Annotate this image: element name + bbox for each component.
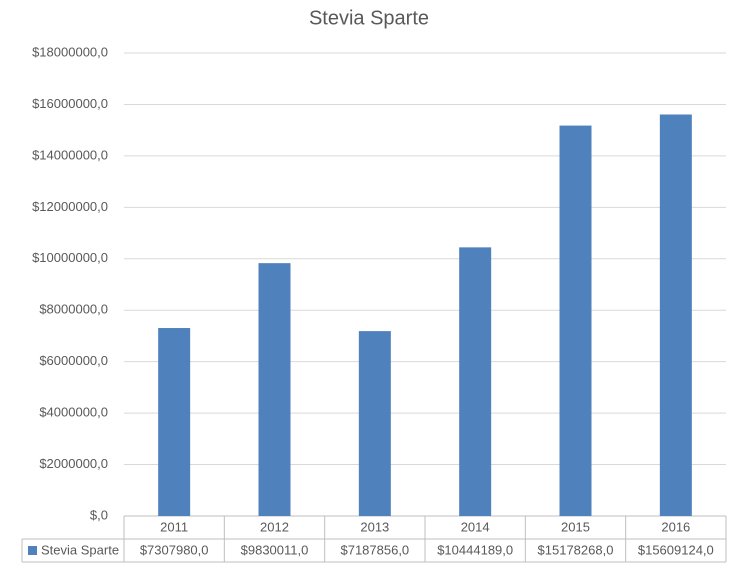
y-tick-label: $14000000,0 <box>32 147 108 162</box>
y-tick-label: $,0 <box>90 507 108 522</box>
y-tick-label: $4000000,0 <box>39 405 108 420</box>
y-tick-label: $18000000,0 <box>32 44 108 59</box>
x-tick-label: 2011 <box>160 519 188 534</box>
y-tick-label: $2000000,0 <box>39 456 108 471</box>
bar <box>459 247 492 517</box>
bar <box>559 125 592 517</box>
x-tick-label: 2014 <box>461 519 490 534</box>
y-tick-label: $8000000,0 <box>39 302 108 317</box>
x-tick-label: 2012 <box>260 519 289 534</box>
data-table-value: $15178268,0 <box>538 542 614 557</box>
bar <box>158 328 191 516</box>
y-tick-label: $16000000,0 <box>32 96 108 111</box>
legend-label: Stevia Sparte <box>41 542 119 557</box>
y-tick-label: $10000000,0 <box>32 250 108 265</box>
data-table-value: $15609124,0 <box>638 542 714 557</box>
bar <box>659 114 692 516</box>
y-tick-label: $6000000,0 <box>39 353 108 368</box>
legend-swatch <box>28 546 37 555</box>
bar <box>358 331 391 516</box>
bar <box>258 263 291 516</box>
data-table-value: $7307980,0 <box>140 542 209 557</box>
data-table-value: $10444189,0 <box>437 542 513 557</box>
x-tick-label: 2016 <box>661 519 690 534</box>
chart-title: Stevia Sparte <box>309 7 429 29</box>
y-tick-label: $12000000,0 <box>32 199 108 214</box>
x-tick-label: 2013 <box>360 519 389 534</box>
data-table-value: $7187856,0 <box>340 542 409 557</box>
data-table-value: $9830011,0 <box>241 542 309 557</box>
x-tick-label: 2015 <box>561 519 590 534</box>
